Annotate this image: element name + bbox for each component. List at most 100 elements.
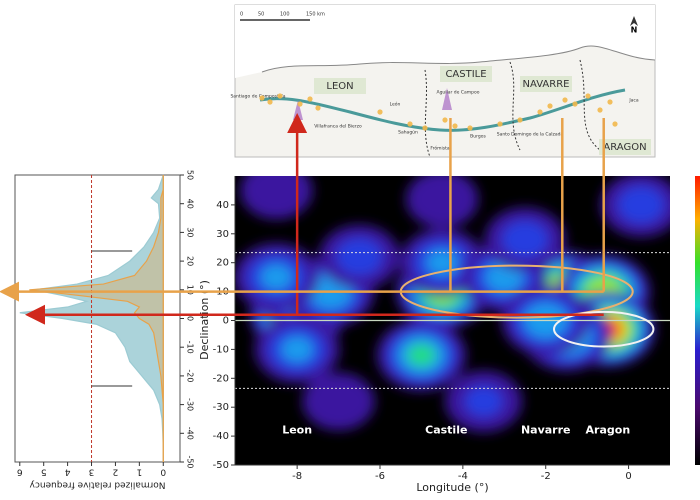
map-inset: LEON CASTILE NAVARRE ARAGON Santiago de Comp…	[230, 4, 656, 158]
x-tick-label: 3	[89, 467, 95, 477]
density-blob	[281, 336, 313, 363]
camino-route	[259, 88, 626, 132]
y-tick-label: -30	[213, 402, 229, 413]
y-tick-label: 30	[186, 227, 195, 237]
density-blob	[407, 343, 436, 367]
region-label: LEON	[326, 81, 353, 92]
y-tick-label: -20	[213, 373, 229, 384]
x-tick-label: 2	[113, 467, 119, 477]
y-tick-label: 0	[186, 316, 195, 321]
x-tick-label: -8	[292, 471, 302, 482]
north-label: N	[631, 26, 638, 35]
y-tick-label: -20	[186, 369, 195, 382]
site-dot	[277, 93, 283, 99]
density-blob	[464, 386, 503, 417]
site-dot	[422, 125, 428, 131]
scale-label: 150 km	[306, 12, 325, 18]
density-layer	[235, 176, 670, 433]
site-dot	[612, 121, 618, 127]
place-label: Burgos	[470, 134, 486, 140]
place-label: Aguilar de Campoo	[436, 90, 479, 96]
site-dot	[607, 99, 613, 105]
colorbar	[695, 176, 700, 465]
x-tick-label: 0	[625, 471, 631, 482]
region-label: Castile	[425, 423, 467, 436]
place-label: Frómista	[430, 145, 450, 152]
y-axis-label: Declination (°)	[198, 280, 211, 360]
heatmap-axes: Leon Castile Navarre Aragon-8 -6 -4 -2 0-50-40-…	[198, 176, 670, 494]
density-blob	[302, 372, 375, 431]
region-label: Aragon	[586, 423, 631, 436]
site-dot	[517, 117, 523, 123]
x-tick-label: 1	[136, 467, 142, 477]
region-box	[520, 76, 572, 92]
region-label: CASTILE	[445, 69, 486, 80]
site-dot	[597, 107, 603, 113]
region-box	[314, 78, 366, 94]
x-tick-label: 6	[17, 467, 23, 477]
y-tick-label: 50	[186, 170, 195, 180]
x-tick-label: -4	[458, 471, 468, 482]
x-tick-label: -6	[375, 471, 385, 482]
place-label: Sahagún	[398, 129, 418, 136]
region-box	[599, 139, 651, 155]
y-tick-label: 40	[216, 200, 229, 211]
site-dot	[315, 105, 321, 111]
y-tick-label: 40	[186, 199, 195, 209]
x-tick-label: 4	[64, 467, 70, 477]
density-blob	[617, 186, 665, 224]
x-axis-label: Normalized relative frequency	[29, 480, 166, 490]
y-tick-label: -30	[186, 398, 195, 411]
sea	[235, 5, 655, 78]
site-dot	[442, 117, 448, 123]
x-axis-label: Longitude (°)	[416, 481, 488, 494]
site-dot	[259, 95, 265, 101]
site-dot	[497, 121, 503, 127]
y-tick-label: -10	[186, 341, 195, 354]
region-box	[440, 66, 492, 82]
annotations	[0, 113, 605, 325]
site-dot	[307, 96, 313, 102]
region-label: Navarre	[521, 423, 571, 436]
site-dot	[297, 101, 303, 107]
y-tick-label: -40	[186, 427, 195, 440]
site-dot	[407, 121, 413, 127]
x-tick-label: 5	[41, 467, 47, 477]
y-tick-label: -10	[213, 344, 229, 355]
place-label: Santo Domingo de la Calzada	[497, 132, 564, 138]
density-blob	[260, 264, 293, 290]
region-label: ARAGON	[603, 142, 646, 153]
density-blob	[240, 176, 313, 220]
density-blob	[501, 220, 549, 259]
y-tick-label: 30	[216, 229, 229, 240]
y-tick-label: 20	[216, 258, 229, 269]
y-tick-label: -50	[186, 455, 195, 468]
place-label: Jaca	[628, 98, 639, 104]
site-dot	[377, 109, 383, 115]
site-dot	[562, 97, 568, 103]
region-label: Leon	[282, 423, 312, 436]
y-tick-label: -40	[213, 431, 229, 442]
site-dot	[572, 101, 578, 107]
site-dot	[467, 125, 473, 131]
scale-label: 0	[240, 12, 243, 18]
north-arrow	[630, 16, 638, 26]
density-blob	[406, 176, 479, 228]
place-label: Santiago de Compostela	[230, 94, 285, 100]
y-tick-label: 0	[223, 316, 229, 327]
region-label: NAVARRE	[523, 79, 570, 90]
site-dot	[537, 109, 543, 115]
site-dot	[547, 103, 553, 109]
site-dot	[452, 123, 458, 129]
coastline	[261, 45, 656, 73]
y-tick-label: -50	[213, 460, 229, 471]
site-dot	[267, 99, 273, 105]
x-tick-label: -2	[541, 471, 551, 482]
density-blob	[335, 238, 383, 276]
place-label: León	[390, 101, 401, 108]
y-tick-label: 20	[186, 256, 195, 266]
y-tick-label: 10	[186, 285, 195, 295]
place-label: Villafranca del Bierzo	[314, 124, 362, 130]
x-tick-label: 0	[160, 467, 166, 477]
